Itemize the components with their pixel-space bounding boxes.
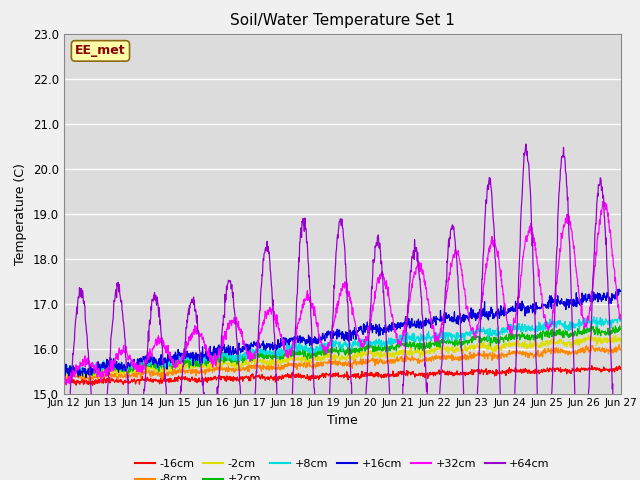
+32cm	[246, 353, 254, 359]
-8cm	[184, 370, 192, 376]
+2cm	[429, 340, 437, 346]
+2cm	[587, 323, 595, 329]
-16cm	[617, 366, 625, 372]
-16cm	[502, 372, 509, 378]
+8cm	[551, 324, 559, 330]
+32cm	[184, 342, 192, 348]
Line: -8cm: -8cm	[64, 345, 621, 381]
-16cm	[551, 369, 559, 374]
+2cm	[171, 360, 179, 365]
-8cm	[551, 350, 559, 356]
+16cm	[429, 317, 437, 323]
+32cm	[502, 310, 509, 315]
Line: -16cm: -16cm	[64, 366, 621, 385]
-2cm	[184, 364, 192, 370]
+16cm	[184, 352, 192, 358]
+16cm	[171, 358, 179, 363]
-8cm	[85, 378, 93, 384]
+16cm	[551, 300, 559, 305]
+8cm	[94, 372, 102, 377]
+64cm	[617, 454, 625, 459]
+64cm	[522, 141, 530, 147]
-8cm	[171, 366, 179, 372]
+64cm	[429, 441, 436, 446]
+64cm	[246, 451, 254, 457]
+16cm	[246, 346, 254, 351]
Line: +8cm: +8cm	[64, 317, 621, 374]
-8cm	[616, 342, 623, 348]
-8cm	[502, 353, 509, 359]
-8cm	[246, 365, 254, 371]
-2cm	[551, 341, 559, 347]
-2cm	[612, 332, 620, 338]
+32cm	[60, 376, 68, 382]
+2cm	[551, 333, 559, 338]
+8cm	[171, 358, 179, 364]
Legend: -16cm, -8cm, -2cm, +2cm, +8cm, +16cm, +32cm, +64cm: -16cm, -8cm, -2cm, +2cm, +8cm, +16cm, +3…	[131, 455, 554, 480]
X-axis label: Time: Time	[327, 414, 358, 427]
+16cm	[502, 309, 509, 315]
Line: +16cm: +16cm	[64, 289, 621, 377]
+8cm	[615, 314, 623, 320]
-2cm	[502, 342, 509, 348]
-8cm	[60, 377, 68, 383]
+8cm	[502, 329, 509, 335]
+8cm	[429, 334, 437, 339]
Title: Soil/Water Temperature Set 1: Soil/Water Temperature Set 1	[230, 13, 455, 28]
+2cm	[184, 357, 192, 362]
+8cm	[246, 345, 254, 350]
Line: +32cm: +32cm	[64, 202, 621, 384]
+32cm	[429, 324, 437, 329]
+2cm	[246, 355, 254, 360]
+32cm	[171, 362, 179, 368]
Line: -2cm: -2cm	[64, 335, 621, 377]
-2cm	[617, 336, 625, 341]
-16cm	[89, 383, 97, 388]
+32cm	[617, 316, 625, 322]
Line: +64cm: +64cm	[64, 144, 621, 480]
-16cm	[184, 378, 192, 384]
+2cm	[502, 336, 509, 342]
-16cm	[588, 363, 596, 369]
-2cm	[246, 358, 254, 364]
-2cm	[429, 348, 437, 353]
+64cm	[60, 458, 68, 464]
+32cm	[63, 382, 70, 387]
Text: EE_met: EE_met	[75, 44, 126, 58]
+16cm	[616, 286, 623, 292]
+8cm	[617, 316, 625, 322]
+32cm	[599, 199, 607, 204]
-16cm	[60, 381, 68, 386]
-2cm	[60, 369, 68, 375]
+8cm	[184, 355, 192, 360]
Line: +2cm: +2cm	[64, 326, 621, 376]
+16cm	[617, 288, 625, 294]
+2cm	[617, 326, 625, 332]
Y-axis label: Temperature (C): Temperature (C)	[15, 163, 28, 264]
+32cm	[551, 297, 559, 303]
-8cm	[617, 347, 625, 353]
-16cm	[246, 378, 254, 384]
+16cm	[82, 374, 90, 380]
-8cm	[429, 356, 437, 361]
-2cm	[171, 363, 179, 369]
+16cm	[60, 372, 68, 378]
-16cm	[429, 370, 437, 376]
+2cm	[88, 373, 96, 379]
-2cm	[78, 374, 86, 380]
+64cm	[552, 288, 559, 294]
+64cm	[170, 434, 178, 440]
+2cm	[60, 371, 68, 377]
+8cm	[60, 368, 68, 373]
-16cm	[171, 379, 179, 384]
+64cm	[184, 311, 191, 317]
